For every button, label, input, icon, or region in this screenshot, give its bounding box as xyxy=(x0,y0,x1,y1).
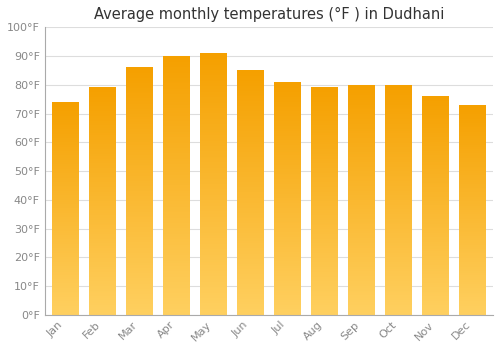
Title: Average monthly temperatures (°F ) in Dudhani: Average monthly temperatures (°F ) in Du… xyxy=(94,7,444,22)
